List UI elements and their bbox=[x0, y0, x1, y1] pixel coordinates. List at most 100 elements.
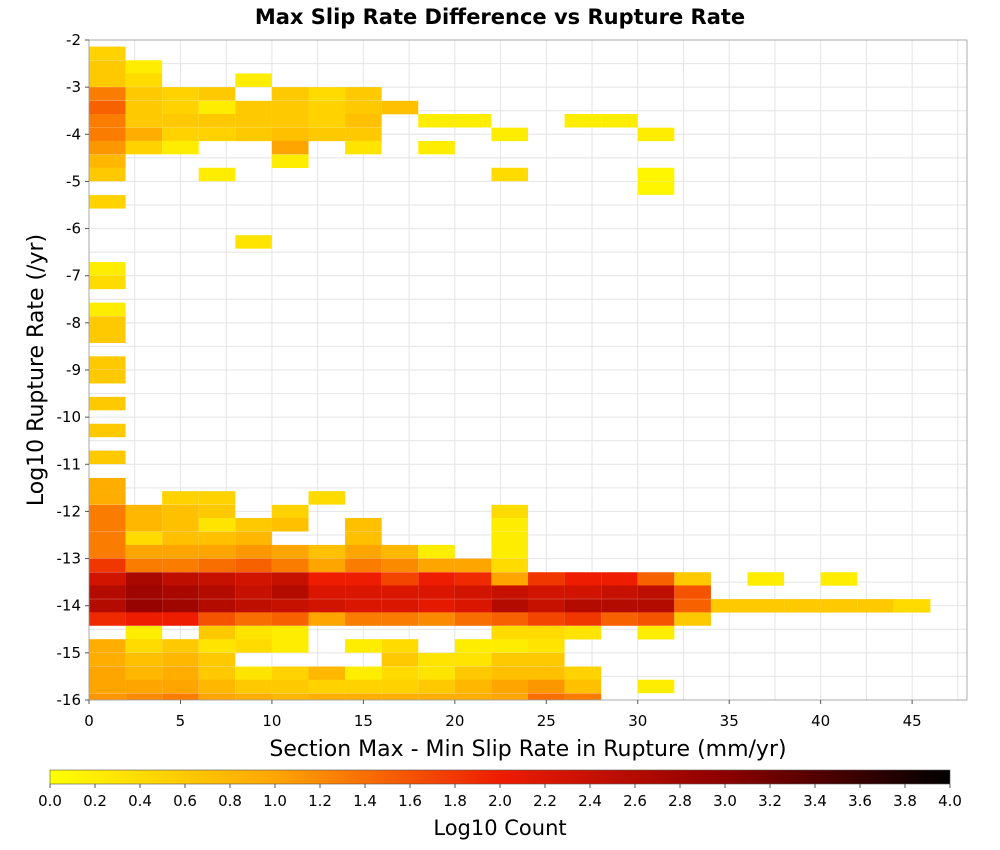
heatmap-cell bbox=[491, 585, 528, 599]
heatmap-cell bbox=[491, 127, 528, 142]
heatmap-cell bbox=[528, 652, 565, 667]
heatmap-cell bbox=[454, 612, 492, 626]
heatmap-cell bbox=[89, 356, 126, 370]
heatmap-cell bbox=[418, 599, 455, 613]
colorbar-tick-label: 1.4 bbox=[353, 792, 377, 810]
heatmap-cell bbox=[198, 585, 236, 599]
heatmap-cell bbox=[162, 140, 199, 155]
x-tick-label: 10 bbox=[262, 712, 281, 730]
heatmap-cell bbox=[381, 544, 419, 559]
heatmap-cell bbox=[125, 585, 163, 599]
heatmap-cell bbox=[418, 652, 455, 667]
heatmap-cell bbox=[381, 679, 419, 694]
heatmap-cell bbox=[198, 693, 236, 700]
heatmap-cell bbox=[271, 558, 309, 573]
heatmap-cell bbox=[418, 572, 455, 586]
heatmap-cell bbox=[418, 140, 455, 155]
heatmap-cell bbox=[381, 612, 419, 626]
heatmap-cell bbox=[271, 504, 309, 519]
heatmap-cell bbox=[89, 504, 126, 519]
heatmap-cell bbox=[198, 612, 236, 626]
heatmap-cell bbox=[418, 544, 455, 559]
heatmap-cell bbox=[271, 572, 309, 586]
y-tick-label: -7 bbox=[66, 267, 81, 285]
heatmap-cell bbox=[491, 572, 528, 586]
heatmap-cell bbox=[454, 599, 492, 613]
heatmap-cell bbox=[491, 544, 528, 559]
heatmap-cell bbox=[162, 127, 199, 142]
heatmap-cell bbox=[528, 625, 565, 640]
heatmap-cell bbox=[125, 612, 163, 626]
y-tick-label: -13 bbox=[57, 550, 82, 568]
x-tick-label: 0 bbox=[84, 712, 94, 730]
heatmap-cell bbox=[491, 504, 528, 519]
heatmap-cell bbox=[125, 544, 163, 559]
heatmap-cell bbox=[89, 491, 126, 505]
heatmap-cell bbox=[125, 531, 163, 546]
heatmap-cell bbox=[89, 167, 126, 182]
y-tick-label: -10 bbox=[57, 408, 82, 426]
heatmap-cell bbox=[454, 114, 492, 128]
heatmap-cell bbox=[454, 652, 492, 667]
heatmap-cell bbox=[345, 531, 382, 546]
heatmap-cell bbox=[89, 544, 126, 559]
y-tick-label: -16 bbox=[57, 691, 82, 709]
heatmap-cell bbox=[528, 693, 565, 700]
colorbar-tick-label: 3.8 bbox=[893, 792, 917, 810]
heatmap-cell bbox=[564, 585, 602, 599]
colorbar-tick-label: 0.2 bbox=[83, 792, 107, 810]
heatmap-cell bbox=[125, 87, 163, 101]
heatmap-cell bbox=[125, 127, 163, 142]
heatmap-cell bbox=[162, 100, 199, 115]
heatmap-cell bbox=[89, 140, 126, 155]
heatmap-cell bbox=[491, 625, 528, 640]
heatmap-cell bbox=[637, 679, 675, 694]
heatmap-cell bbox=[381, 558, 419, 573]
heatmap-cell bbox=[271, 127, 309, 142]
colorbar-ticks: 0.0 0.2 0.4 0.6 0.8 1.0 1.2 1.4 1.6 1.8 2.0 2.2 2.4 2… bbox=[38, 784, 962, 810]
heatmap-cell bbox=[162, 599, 199, 613]
heatmap-cell bbox=[601, 599, 638, 613]
heatmap-cell bbox=[454, 572, 492, 586]
heatmap-cell bbox=[271, 679, 309, 694]
heatmap-cell bbox=[89, 679, 126, 694]
heatmap-cell bbox=[491, 639, 528, 653]
heatmap-cell bbox=[89, 262, 126, 276]
heatmap-cell bbox=[271, 599, 309, 613]
colorbar-tick-label: 2.2 bbox=[533, 792, 557, 810]
heatmap-cell bbox=[125, 639, 163, 653]
y-tick-label: -12 bbox=[57, 502, 82, 520]
heatmap-cell bbox=[601, 572, 638, 586]
heatmap-cell bbox=[125, 693, 163, 700]
heatmap-cell bbox=[235, 572, 272, 586]
heatmap-cell bbox=[162, 572, 199, 586]
heatmap-cell bbox=[162, 491, 199, 505]
heatmap-cell bbox=[235, 544, 272, 559]
heatmap-cell bbox=[235, 114, 272, 128]
colorbar-tick-label: 3.0 bbox=[713, 792, 737, 810]
heatmap-cell bbox=[345, 127, 382, 142]
heatmap-cell bbox=[198, 599, 236, 613]
heatmap-cell bbox=[162, 585, 199, 599]
y-tick-label: -8 bbox=[66, 314, 81, 332]
heatmap-cell bbox=[125, 504, 163, 519]
colorbar-label: Log10 Count bbox=[433, 816, 566, 840]
heatmap-cell bbox=[308, 599, 346, 613]
heatmap-cell bbox=[89, 477, 126, 492]
x-tick-label: 20 bbox=[445, 712, 464, 730]
heatmap-cell bbox=[89, 558, 126, 573]
heatmap-cell bbox=[198, 652, 236, 667]
heatmap-cell bbox=[271, 639, 309, 653]
colorbar-tick-label: 2.4 bbox=[578, 792, 602, 810]
heatmap-cell bbox=[198, 127, 236, 142]
heatmap-cell bbox=[89, 423, 126, 438]
heatmap-cell bbox=[345, 599, 382, 613]
heatmap-cell bbox=[637, 599, 675, 613]
x-axis-label: Section Max - Min Slip Rate in Rupture (… bbox=[269, 737, 786, 762]
heatmap-cell bbox=[271, 114, 309, 128]
heatmap-cell bbox=[345, 639, 382, 653]
heatmap-cell bbox=[308, 612, 346, 626]
heatmap-cell bbox=[345, 114, 382, 128]
heatmap-cell bbox=[271, 154, 309, 169]
